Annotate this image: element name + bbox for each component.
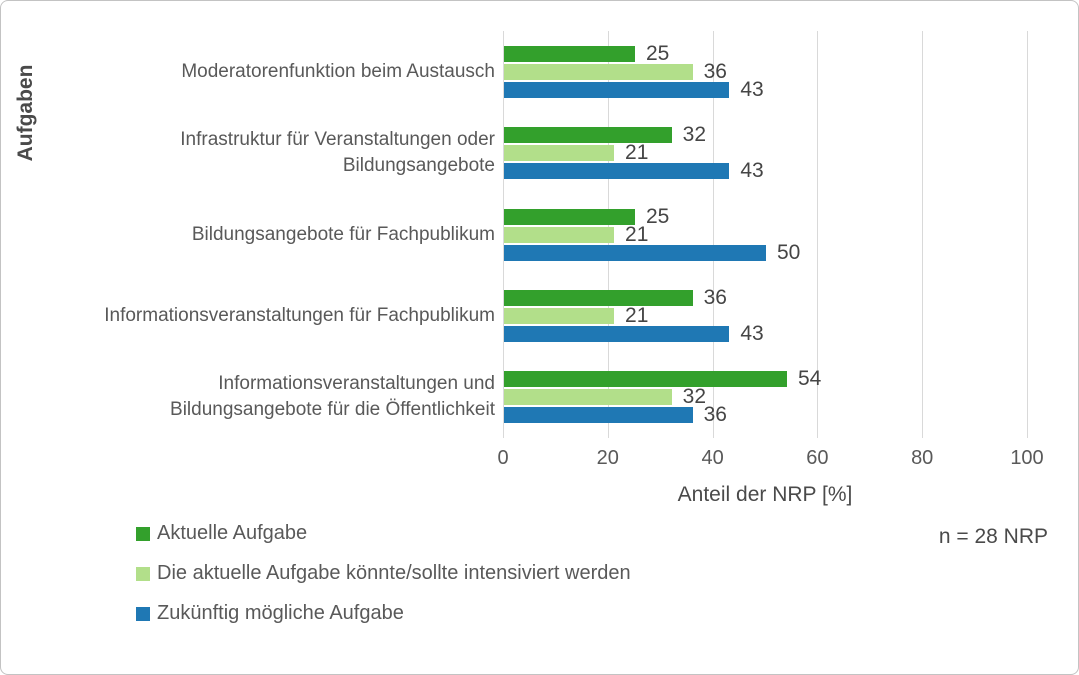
category-label-4: Informationsveranstaltungen für Fachpubl… <box>104 304 495 326</box>
value-label-series2-cat5: 32 <box>682 385 707 409</box>
bar-series3-cat4 <box>504 325 730 342</box>
legend-swatch-icon <box>136 566 150 581</box>
bar-series2-cat1 <box>504 63 693 80</box>
bar-series2-cat4 <box>504 307 615 324</box>
legend-label-2: Die aktuelle Aufgabe könnte/sollte inten… <box>157 562 631 584</box>
x-tick-label-20: 20 <box>596 447 619 469</box>
category-label-3: Bildungsangebote für Fachpublikum <box>191 223 495 245</box>
value-label-series3-cat3: 50 <box>777 240 801 264</box>
y-axis-title: Aufgaben <box>14 64 37 162</box>
bar-series3-cat3 <box>504 244 766 261</box>
legend-item-1: Aktuelle Aufgabe <box>136 522 631 544</box>
legend-swatch-icon <box>136 606 150 621</box>
x-tick-label-40: 40 <box>701 447 724 469</box>
value-label-series3-cat5: 36 <box>703 403 727 427</box>
x-tick-label-60: 60 <box>806 447 829 469</box>
x-tick-label-100: 100 <box>1010 447 1044 469</box>
value-label-series3-cat2: 43 <box>740 159 764 183</box>
bar-series3-cat2 <box>504 163 730 180</box>
legend-label-1: Aktuelle Aufgabe <box>157 522 308 544</box>
gridline-x-100 <box>1027 31 1028 438</box>
value-label-series1-cat2: 32 <box>682 123 707 147</box>
value-label-series1-cat1: 25 <box>646 41 670 65</box>
legend-label-3: Zukünftig mögliche Aufgabe <box>157 602 404 624</box>
value-label-series1-cat5: 54 <box>797 367 822 391</box>
value-label-series1-cat4: 36 <box>703 285 727 309</box>
value-label-series3-cat1: 43 <box>740 77 764 101</box>
gridline-x-80 <box>922 31 924 438</box>
value-label-series3-cat4: 43 <box>740 321 764 345</box>
category-label-1: Moderatorenfunktion beim Austausch <box>181 60 495 82</box>
bar-series1-cat4 <box>504 289 693 306</box>
value-label-series1-cat3: 25 <box>646 204 670 228</box>
x-tick-label-80: 80 <box>911 447 934 469</box>
bar-series2-cat2 <box>504 145 615 162</box>
value-label-series2-cat1: 36 <box>703 59 727 83</box>
sample-size-note: n = 28 NRP <box>938 525 1048 548</box>
legend-item-3: Zukünftig mögliche Aufgabe <box>136 602 631 624</box>
x-axis-title: Anteil der NRP [%] <box>677 483 853 506</box>
bar-series3-cat1 <box>504 81 730 98</box>
bar-series1-cat3 <box>504 208 635 225</box>
category-label-5: Informationsveranstaltungen und Bildungs… <box>170 373 495 421</box>
bar-series1-cat2 <box>504 127 672 144</box>
bar-series1-cat1 <box>504 45 635 62</box>
value-label-series2-cat3: 21 <box>625 222 649 246</box>
category-label-2: Infrastruktur für Veranstaltungen oder B… <box>180 129 495 177</box>
bar-series3-cat5 <box>504 407 693 424</box>
legend-item-2: Die aktuelle Aufgabe könnte/sollte inten… <box>136 562 631 584</box>
gridline-x-40 <box>712 31 714 438</box>
gridline-x-60 <box>817 31 819 438</box>
plot-area: 25 36 43 32 21 43 25 21 50 36 21 43 54 32 36 <box>503 31 1028 438</box>
bar-series1-cat5 <box>504 371 787 388</box>
bar-series2-cat5 <box>504 389 672 406</box>
gridline-x-0 <box>503 31 504 438</box>
x-tick-label-0: 0 <box>497 447 509 469</box>
value-label-series2-cat4: 21 <box>625 303 649 327</box>
value-label-series2-cat2: 21 <box>625 141 649 165</box>
legend-swatch-icon <box>136 526 150 541</box>
legend: Aktuelle Aufgabe Die aktuelle Aufgabe kön… <box>136 522 631 643</box>
bar-series2-cat3 <box>504 226 615 243</box>
